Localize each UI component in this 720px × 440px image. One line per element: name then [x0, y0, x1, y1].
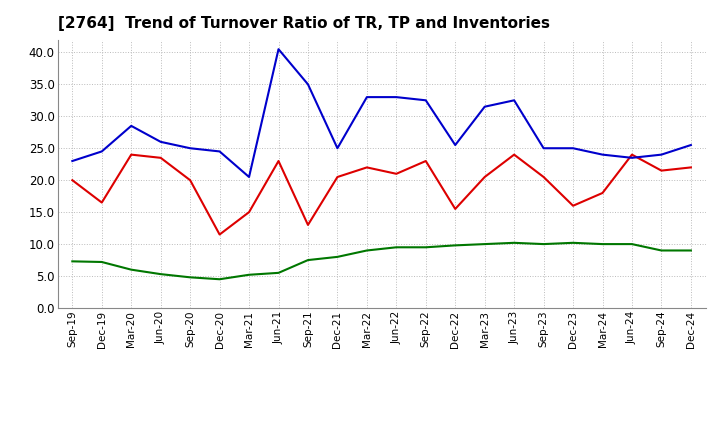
Trade Payables	[156, 139, 165, 144]
Trade Receivables	[392, 171, 400, 176]
Trade Receivables	[657, 168, 666, 173]
Trade Receivables	[687, 165, 696, 170]
Trade Receivables	[598, 191, 607, 196]
Trade Receivables	[539, 174, 548, 180]
Trade Payables	[598, 152, 607, 157]
Trade Payables	[186, 146, 194, 151]
Trade Payables	[539, 146, 548, 151]
Inventories	[539, 242, 548, 247]
Trade Payables	[245, 174, 253, 180]
Inventories	[304, 257, 312, 263]
Trade Receivables	[451, 206, 459, 212]
Inventories	[657, 248, 666, 253]
Trade Payables	[657, 152, 666, 157]
Trade Payables	[451, 143, 459, 148]
Trade Receivables	[363, 165, 372, 170]
Trade Receivables	[628, 152, 636, 157]
Inventories	[215, 277, 224, 282]
Inventories	[451, 243, 459, 248]
Inventories	[363, 248, 372, 253]
Trade Receivables	[421, 158, 430, 164]
Trade Payables	[480, 104, 489, 109]
Inventories	[333, 254, 342, 260]
Inventories	[68, 259, 76, 264]
Trade Payables	[215, 149, 224, 154]
Trade Receivables	[510, 152, 518, 157]
Inventories	[510, 240, 518, 246]
Inventories	[186, 275, 194, 280]
Trade Payables	[274, 47, 283, 52]
Trade Payables	[127, 123, 135, 128]
Trade Receivables	[156, 155, 165, 161]
Trade Receivables	[127, 152, 135, 157]
Trade Receivables	[186, 178, 194, 183]
Trade Payables	[68, 158, 76, 164]
Inventories	[687, 248, 696, 253]
Trade Receivables	[215, 232, 224, 237]
Inventories	[127, 267, 135, 272]
Trade Receivables	[97, 200, 106, 205]
Trade Payables	[421, 98, 430, 103]
Inventories	[274, 270, 283, 275]
Inventories	[598, 242, 607, 247]
Line: Trade Payables: Trade Payables	[72, 49, 691, 177]
Trade Receivables	[245, 209, 253, 215]
Inventories	[628, 242, 636, 247]
Trade Payables	[304, 82, 312, 87]
Trade Payables	[510, 98, 518, 103]
Inventories	[480, 242, 489, 247]
Trade Receivables	[333, 174, 342, 180]
Trade Payables	[97, 149, 106, 154]
Trade Receivables	[68, 178, 76, 183]
Trade Payables	[363, 95, 372, 100]
Inventories	[421, 245, 430, 250]
Trade Payables	[628, 155, 636, 161]
Inventories	[392, 245, 400, 250]
Inventories	[97, 259, 106, 264]
Inventories	[245, 272, 253, 277]
Trade Payables	[687, 143, 696, 148]
Trade Receivables	[274, 158, 283, 164]
Trade Payables	[392, 95, 400, 100]
Text: [2764]  Trend of Turnover Ratio of TR, TP and Inventories: [2764] Trend of Turnover Ratio of TR, TP…	[58, 16, 549, 32]
Trade Receivables	[480, 174, 489, 180]
Trade Payables	[569, 146, 577, 151]
Trade Receivables	[569, 203, 577, 209]
Trade Receivables	[304, 222, 312, 227]
Inventories	[156, 271, 165, 277]
Trade Payables	[333, 146, 342, 151]
Line: Inventories: Inventories	[72, 243, 691, 279]
Line: Trade Receivables: Trade Receivables	[72, 154, 691, 235]
Inventories	[569, 240, 577, 246]
